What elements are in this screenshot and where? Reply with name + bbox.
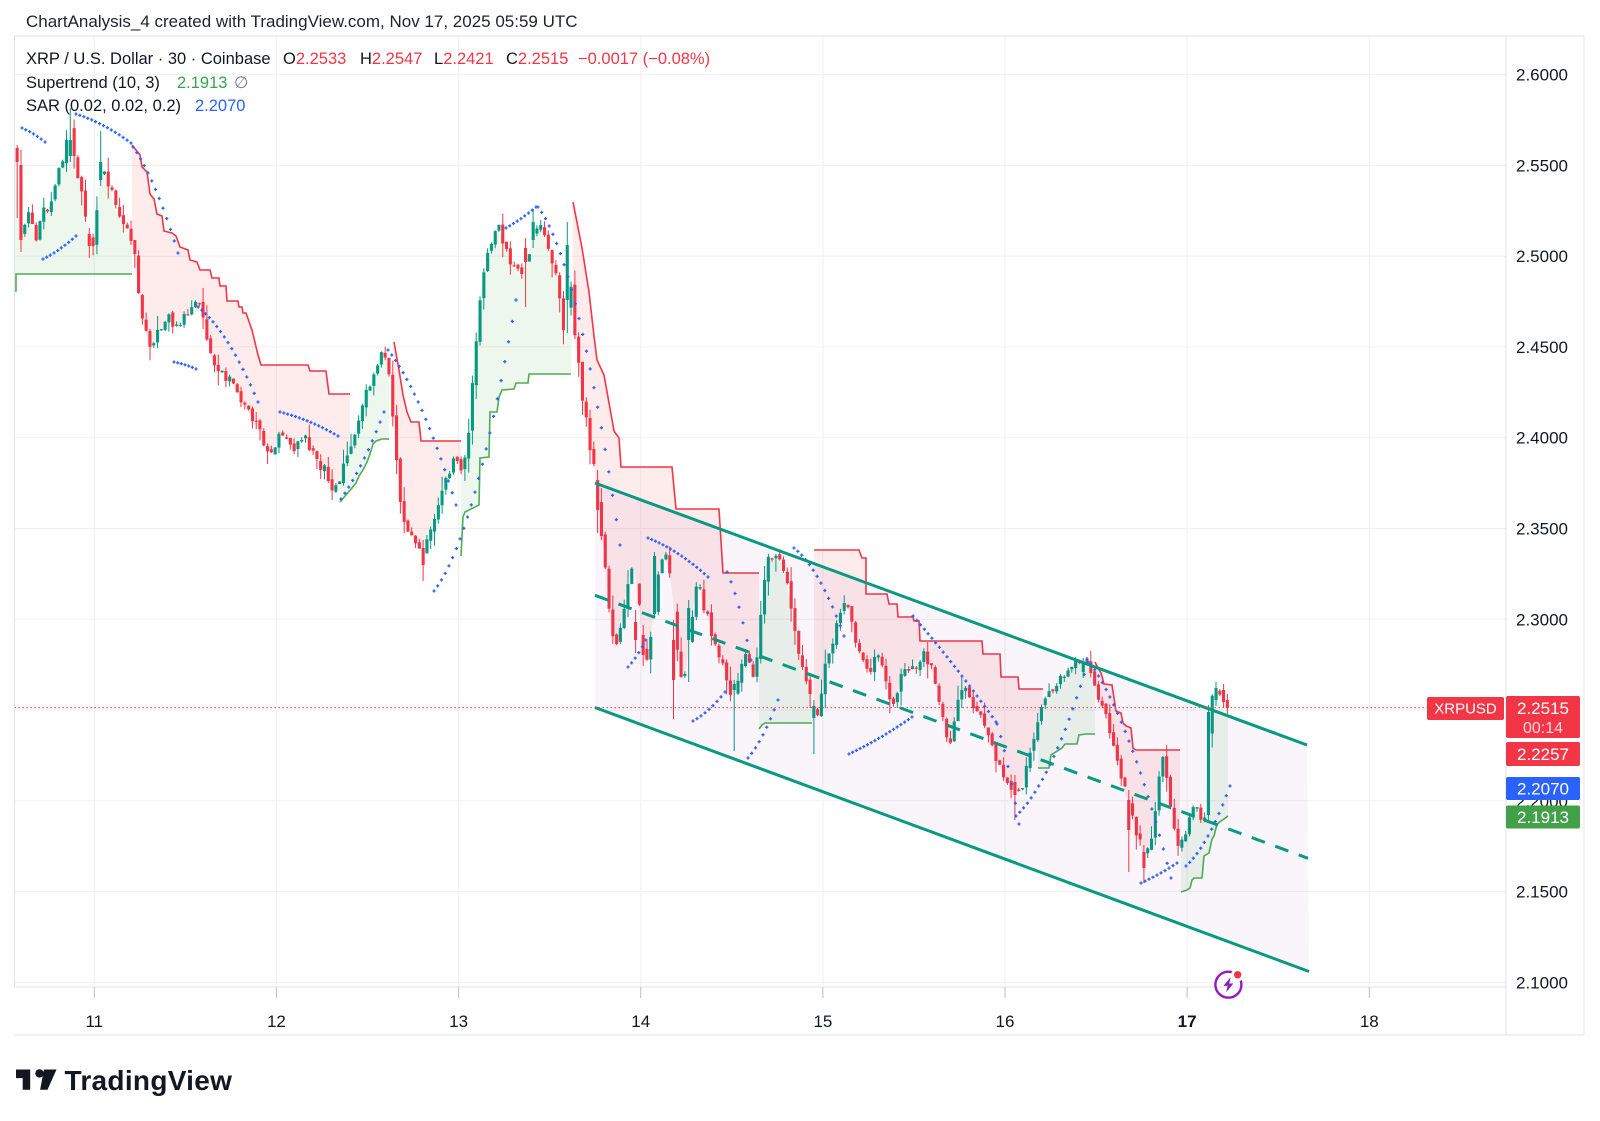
svg-text:2.4000: 2.4000 xyxy=(1516,429,1568,448)
svg-text:2.5000: 2.5000 xyxy=(1516,247,1568,266)
svg-text:XRP / U.S. Dollar · 30 · Coinb: XRP / U.S. Dollar · 30 · Coinbase O2.2533… xyxy=(26,50,710,68)
svg-text:14: 14 xyxy=(631,1012,650,1031)
svg-text:2.5500: 2.5500 xyxy=(1516,156,1568,175)
svg-text:TradingView: TradingView xyxy=(65,1065,233,1096)
svg-text:12: 12 xyxy=(267,1012,286,1031)
svg-text:2.6000: 2.6000 xyxy=(1516,66,1568,85)
svg-text:SAR (0.02, 0.02, 0.2)2.2070: SAR (0.02, 0.02, 0.2) 2.2070 xyxy=(26,97,245,115)
svg-text:2.1500: 2.1500 xyxy=(1516,883,1568,902)
svg-text:Supertrend (10, 3)2.1913∅: Supertrend (10, 3) 2.1913 ∅ xyxy=(26,74,248,92)
svg-text:13: 13 xyxy=(449,1012,468,1031)
svg-text:2.3500: 2.3500 xyxy=(1516,520,1568,539)
svg-text:2.4500: 2.4500 xyxy=(1516,338,1568,357)
svg-text:15: 15 xyxy=(813,1012,832,1031)
svg-text:2.2515: 2.2515 xyxy=(1517,699,1569,718)
svg-text:17: 17 xyxy=(1178,1012,1197,1031)
svg-text:11: 11 xyxy=(85,1012,103,1031)
svg-text:18: 18 xyxy=(1360,1012,1379,1031)
svg-text:2.1913: 2.1913 xyxy=(1517,808,1569,827)
svg-text:2.3000: 2.3000 xyxy=(1516,610,1568,629)
svg-text:XRPUSD: XRPUSD xyxy=(1434,701,1497,718)
svg-text:16: 16 xyxy=(996,1012,1015,1031)
svg-text:2.2070: 2.2070 xyxy=(1517,780,1569,799)
svg-text:ChartAnalysis_4 created with T: ChartAnalysis_4 created with TradingView… xyxy=(26,12,578,31)
svg-text:00:14: 00:14 xyxy=(1523,720,1563,737)
svg-text:2.1000: 2.1000 xyxy=(1516,973,1568,992)
svg-text:2.2257: 2.2257 xyxy=(1517,745,1569,764)
